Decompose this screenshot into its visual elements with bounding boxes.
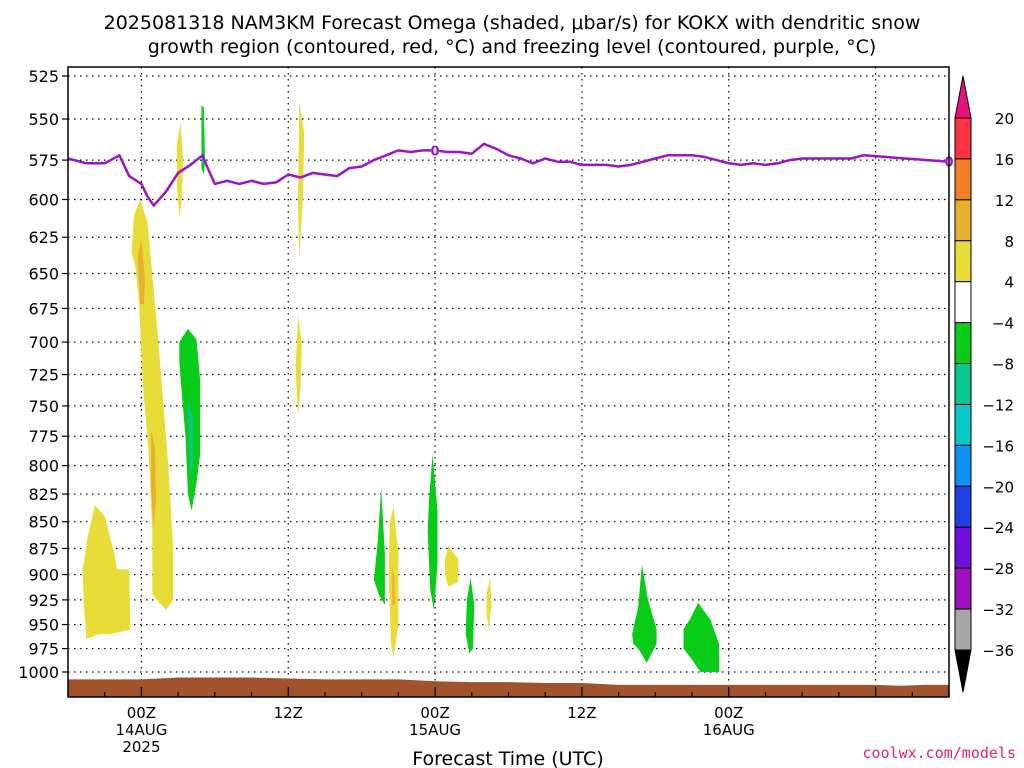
colorbar-segment-8 bbox=[954, 403, 972, 446]
x-tick-label-h24-0: 00Z bbox=[420, 704, 449, 722]
y-tick-label-1000: 1000 bbox=[18, 663, 59, 682]
colorbar-segment-12 bbox=[954, 567, 972, 610]
colorbar-segment-13 bbox=[954, 608, 972, 651]
freezing-label-bg-1 bbox=[431, 144, 440, 157]
omega-region-16 bbox=[465, 577, 475, 654]
y-tick-label-975: 975 bbox=[28, 640, 59, 659]
colorbar-segment-5 bbox=[954, 281, 972, 324]
colorbar-segment-4 bbox=[954, 240, 972, 283]
y-tick-label-875: 875 bbox=[28, 539, 59, 558]
colorbar-label-11: −24 bbox=[982, 519, 1014, 537]
x-tick-label-h0-2: 2025 bbox=[122, 738, 160, 756]
y-tick-label-600: 600 bbox=[28, 190, 59, 209]
colorbar-segment-6 bbox=[954, 322, 972, 365]
colorbar-segment-10 bbox=[954, 485, 972, 528]
colorbar-segment-2 bbox=[954, 158, 972, 201]
colorbar-segment-3 bbox=[954, 199, 972, 242]
y-tick-label-525: 525 bbox=[28, 67, 59, 86]
x-tick-label-h36-0: 12Z bbox=[567, 704, 596, 722]
colorbar-label-3: 12 bbox=[995, 192, 1014, 210]
omega-region-10 bbox=[295, 315, 302, 416]
colorbar-segment-7 bbox=[954, 363, 972, 405]
y-tick-label-825: 825 bbox=[28, 485, 59, 504]
y-tick-label-850: 850 bbox=[28, 513, 59, 532]
y-tick-label-775: 775 bbox=[28, 427, 59, 446]
freezing-level-line bbox=[67, 142, 950, 207]
colorbar-segment-1 bbox=[954, 117, 972, 160]
omega-region-18 bbox=[632, 564, 657, 663]
y-tick-label-675: 675 bbox=[28, 299, 59, 318]
y-tick-label-575: 575 bbox=[28, 151, 59, 170]
colorbar-label-9: −16 bbox=[982, 437, 1014, 455]
freezing-label-1: 0 bbox=[431, 144, 440, 159]
omega-region-5 bbox=[176, 122, 183, 218]
omega-region-11 bbox=[373, 488, 385, 605]
colorbar-label-14: −36 bbox=[982, 642, 1014, 660]
y-tick-label-550: 550 bbox=[28, 110, 59, 129]
colorbar-label-7: −8 bbox=[992, 356, 1014, 374]
y-tick-label-725: 725 bbox=[28, 366, 59, 385]
colorbar-segment-9 bbox=[954, 444, 972, 487]
y-tick-label-750: 750 bbox=[28, 397, 59, 416]
colorbar-label-6: −4 bbox=[992, 315, 1014, 333]
x-tick-label-h0-0: 00Z bbox=[127, 704, 156, 722]
omega-shading-layer bbox=[82, 102, 719, 672]
omega-region-15 bbox=[444, 546, 459, 587]
freezing-level-layer: 00 bbox=[67, 142, 954, 207]
chart-title-line-1: 2025081318 NAM3KM Forecast Omega (shaded… bbox=[104, 12, 921, 34]
credit-text: coolwx.com/models bbox=[862, 744, 1016, 762]
y-tick-label-900: 900 bbox=[28, 566, 59, 585]
x-tick-label-h12-0: 12Z bbox=[274, 704, 303, 722]
colorbar-label-5: 4 bbox=[1004, 274, 1014, 292]
colorbar: 20 16 12 8 4 −4 −8 −12 −16 −20 −24 −28 −32 −36 bbox=[954, 75, 1014, 693]
colorbar-bottom-arrow bbox=[954, 649, 972, 693]
x-tick-label-h48-0: 00Z bbox=[714, 704, 743, 722]
y-tick-label-800: 800 bbox=[28, 457, 59, 476]
y-tick-label-650: 650 bbox=[28, 265, 59, 284]
colorbar-label-4: 8 bbox=[1004, 233, 1014, 251]
colorbar-label-10: −20 bbox=[982, 478, 1014, 496]
omega-region-4 bbox=[151, 430, 157, 528]
y-axis: 525 550 575 600 625 650 675 700 725 750 775 800 825 8… bbox=[18, 67, 68, 682]
colorbar-label-2: 16 bbox=[995, 151, 1014, 169]
colorbar-top-arrow bbox=[954, 75, 972, 119]
colorbar-label-13: −32 bbox=[982, 601, 1014, 619]
omega-region-7 bbox=[187, 399, 193, 478]
colorbar-label-1: 20 bbox=[995, 110, 1014, 128]
x-tick-label-h0-1: 14AUG bbox=[115, 721, 167, 739]
omega-region-1 bbox=[82, 505, 131, 639]
y-tick-label-625: 625 bbox=[28, 228, 59, 247]
chart-title-line-2: growth region (contoured, red, °C) and f… bbox=[148, 36, 877, 58]
omega-region-13 bbox=[392, 564, 395, 605]
x-tick-label-h24-1: 15AUG bbox=[409, 721, 461, 739]
omega-region-17 bbox=[486, 577, 492, 630]
omega-region-8 bbox=[201, 105, 205, 175]
omega-region-9 bbox=[298, 102, 305, 260]
y-tick-label-700: 700 bbox=[28, 333, 59, 352]
omega-region-14 bbox=[427, 454, 438, 610]
y-tick-label-925: 925 bbox=[28, 591, 59, 610]
omega-region-19 bbox=[683, 602, 719, 672]
x-tick-label-h48-1: 16AUG bbox=[703, 721, 755, 739]
omega-region-3 bbox=[137, 237, 146, 305]
colorbar-segment-11 bbox=[954, 526, 972, 569]
y-tick-label-950: 950 bbox=[28, 616, 59, 635]
colorbar-label-8: −12 bbox=[982, 396, 1014, 414]
colorbar-label-12: −28 bbox=[982, 560, 1014, 578]
x-axis-label: Forecast Time (UTC) bbox=[412, 748, 603, 768]
